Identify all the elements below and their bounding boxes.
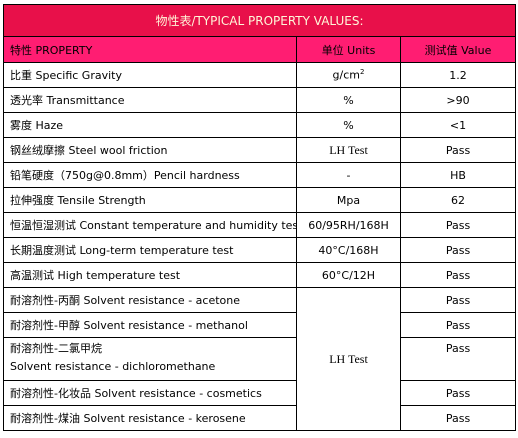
unit-cell: % [296, 87, 401, 113]
value-cell: Pass [400, 312, 516, 338]
header-cell: 测试值 Value [400, 36, 516, 63]
table-row: 长期温度测试 Long-term temperature test 40°C/16… [3, 237, 516, 263]
value-cell: Pass [400, 287, 516, 313]
unit-cell: 60/95RH/168H [296, 212, 401, 238]
unit-text: 40°C/168H [318, 243, 379, 257]
value-cell: Pass [400, 380, 516, 406]
unit-cell: 60°C/12H [296, 262, 401, 288]
unit-text: g/cm [332, 68, 360, 82]
property-cell: 长期温度测试 Long-term temperature test [3, 237, 297, 263]
property-line: Solvent resistance - dichloromethane [10, 360, 216, 373]
property-cell: 耐溶剂性-甲醇 Solvent resistance - methanol [3, 312, 297, 338]
value-cell: Pass [400, 405, 516, 431]
value-cell: Pass [400, 137, 516, 163]
property-cell: 高温测试 High temperature test [3, 262, 297, 288]
property-line: 耐溶剂性-甲醇 Solvent resistance - methanol [10, 319, 248, 332]
property-cell: 钢丝绒摩擦 Steel wool friction [3, 137, 297, 163]
table-row: 雾度 Haze% <1 [3, 112, 516, 138]
unit-text: LH Test [329, 142, 368, 157]
value-cell: >90 [400, 87, 516, 113]
property-table: 物性表/TYPICAL PROPERTY VALUES: 特性 PROPERTY… [3, 4, 516, 431]
unit-cell: LH Test [296, 287, 401, 431]
property-cell: 耐溶剂性-煤油 Solvent resistance - kerosene [3, 405, 297, 431]
table-row: 拉伸强度 Tensile Strength Mpa 62 [3, 187, 516, 213]
property-cell: 铅笔硬度（750g@0.8mm）Pencil hardness [3, 162, 297, 188]
property-cell: 恒温恒湿测试 Constant temperature and humidity… [3, 212, 297, 238]
table-row: 恒温恒湿测试 Constant temperature and humidity… [3, 212, 516, 238]
property-line: 耐溶剂性-二氯甲烷 [10, 342, 102, 355]
property-line: 耐溶剂性-化妆品 Solvent resistance - cosmetics [10, 387, 262, 400]
unit-cell: 40°C/168H [296, 237, 401, 263]
header-cell: 单位 Units [296, 36, 401, 63]
table-row: 高温测试 High temperature test 60°C/12H Pass [3, 262, 516, 288]
property-cell: 耐溶剂性-丙酮 Solvent resistance - acetone [3, 287, 297, 313]
unit-text: 60/95RH/168H [308, 218, 389, 232]
property-cell: 耐溶剂性-化妆品 Solvent resistance - cosmetics [3, 380, 297, 406]
table-row: 耐溶剂性-二氯甲烷 Solvent resistance - dichlorome… [3, 337, 516, 381]
unit-cell: - [296, 162, 401, 188]
property-cell: 透光率 Transmittance [3, 87, 297, 113]
unit-cell: LH Test [296, 137, 401, 163]
value-cell: Pass [400, 337, 516, 381]
property-cell: 耐溶剂性-二氯甲烷 Solvent resistance - dichlorome… [3, 337, 297, 381]
value-cell: <1 [400, 112, 516, 138]
table-row: 比重 Specific Gravity g/cm2 1.2 [3, 62, 516, 88]
table-row: 耐溶剂性-煤油 Solvent resistance - kerosene Pas… [3, 405, 516, 431]
unit-cell: Mpa [296, 187, 401, 213]
unit-cell: g/cm2 [296, 62, 401, 88]
table-title: 物性表/TYPICAL PROPERTY VALUES: [3, 4, 516, 37]
unit-superscript: 2 [359, 68, 365, 77]
unit-cell: % [296, 112, 401, 138]
table-row: 耐溶剂性-丙酮 Solvent resistance - acetone LH T… [3, 287, 516, 431]
unit-text: % [343, 118, 354, 132]
table-row: 钢丝绒摩擦 Steel wool friction LH Test Pass [3, 137, 516, 163]
property-line: 耐溶剂性-煤油 Solvent resistance - kerosene [10, 412, 246, 425]
value-cell: Pass [400, 237, 516, 263]
unit-text: - [346, 168, 351, 182]
value-cell: Pass [400, 212, 516, 238]
unit-text: % [343, 93, 354, 107]
property-cell: 拉伸强度 Tensile Strength [3, 187, 297, 213]
unit-text: Mpa [336, 193, 361, 207]
property-cell: 比重 Specific Gravity [3, 62, 297, 88]
property-line: 耐溶剂性-丙酮 Solvent resistance - acetone [10, 294, 241, 307]
table-row: 铅笔硬度（750g@0.8mm）Pencil hardness - HB [3, 162, 516, 188]
value-cell: 62 [400, 187, 516, 213]
table-row: 耐溶剂性-甲醇 Solvent resistance - methanol Pas… [3, 312, 516, 338]
table-row: 耐溶剂性-化妆品 Solvent resistance - cosmetics P… [3, 380, 516, 406]
value-cell: Pass [400, 262, 516, 288]
unit-text: 60°C/12H [321, 268, 376, 282]
value-cell: HB [400, 162, 516, 188]
table-row: 透光率 Transmittance% >90 [3, 87, 516, 113]
property-cell: 雾度 Haze [3, 112, 297, 138]
value-cell: 1.2 [400, 62, 516, 88]
header-cell: 特性 PROPERTY [3, 36, 297, 63]
